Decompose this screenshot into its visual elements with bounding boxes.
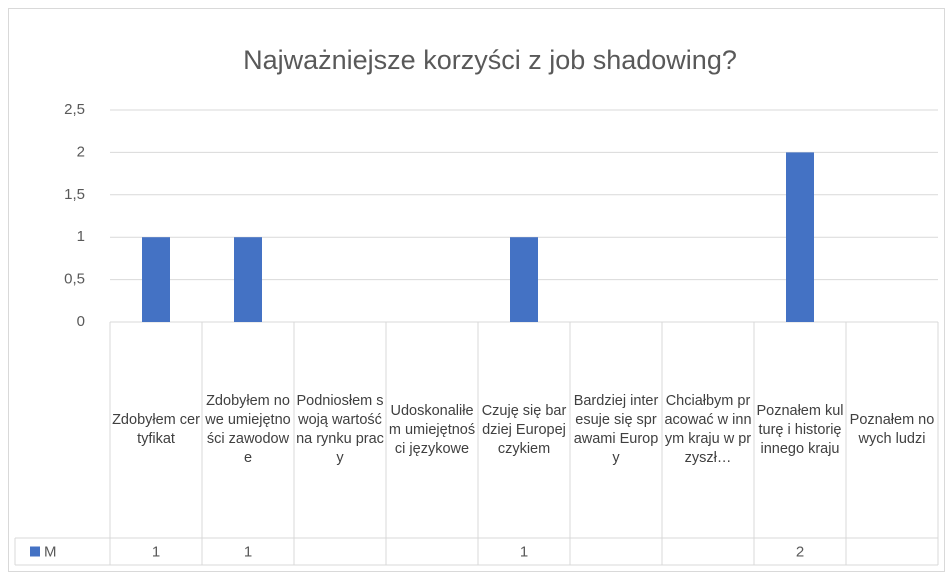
x-tick-label: Bardziej interesuje się sprawami Europy — [573, 393, 659, 466]
y-tick-label: 1 — [77, 228, 85, 245]
x-tick-label: Poznałem nowych ludzi — [849, 412, 935, 447]
x-tick-label: Udoskonaliłem umiejętności językowe — [388, 402, 476, 457]
x-tick-label: Zdobyłem certyfikat — [112, 412, 200, 447]
bar — [510, 237, 538, 322]
y-tick-label: 0,5 — [64, 271, 85, 288]
bar — [786, 152, 814, 322]
table-value: 1 — [244, 543, 252, 560]
table-value: 1 — [152, 543, 160, 560]
chart-title: Najważniejsze korzyści z job shadowing? — [243, 45, 737, 75]
x-tick-label: Podniosłem swoją wartość na rynku pracy — [296, 393, 384, 466]
table-value: 1 — [520, 543, 528, 560]
legend-label: M — [44, 543, 57, 560]
y-tick-label: 1,5 — [64, 186, 85, 203]
legend-swatch — [30, 546, 40, 557]
table-value: 2 — [796, 543, 804, 560]
bar — [234, 237, 262, 322]
x-tick-label: Poznałem kulturę i historię innego kraju — [756, 402, 844, 457]
x-tick-label: Chciałbym pracować w innym kraju w przys… — [664, 393, 752, 466]
y-tick-label: 2,5 — [64, 101, 85, 118]
bar — [142, 237, 170, 322]
x-tick-label: Zdobyłem nowe umiejętności zawodowe — [205, 393, 291, 466]
y-tick-label: 0 — [77, 313, 85, 330]
x-tick-label: Czuję się bardziej Europejczykiem — [481, 402, 567, 457]
y-tick-label: 2 — [77, 143, 85, 160]
